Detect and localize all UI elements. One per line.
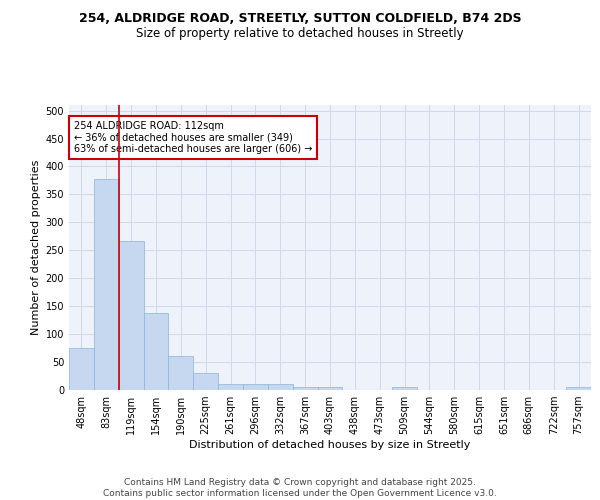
Text: 254, ALDRIDGE ROAD, STREETLY, SUTTON COLDFIELD, B74 2DS: 254, ALDRIDGE ROAD, STREETLY, SUTTON COL… — [79, 12, 521, 26]
Bar — [169, 356, 193, 390]
Text: Contains HM Land Registry data © Crown copyright and database right 2025.
Contai: Contains HM Land Registry data © Crown c… — [103, 478, 497, 498]
Bar — [268, 384, 293, 390]
Bar — [193, 373, 218, 390]
Text: 254 ALDRIDGE ROAD: 112sqm
← 36% of detached houses are smaller (349)
63% of semi: 254 ALDRIDGE ROAD: 112sqm ← 36% of detac… — [74, 120, 313, 154]
Bar — [566, 387, 591, 390]
Bar — [293, 387, 317, 390]
Text: Size of property relative to detached houses in Streetly: Size of property relative to detached ho… — [136, 28, 464, 40]
Bar — [143, 314, 169, 390]
X-axis label: Distribution of detached houses by size in Streetly: Distribution of detached houses by size … — [190, 440, 470, 450]
Bar — [69, 348, 94, 390]
Bar — [94, 179, 119, 390]
Bar — [317, 387, 343, 390]
Y-axis label: Number of detached properties: Number of detached properties — [31, 160, 41, 335]
Bar — [392, 387, 417, 390]
Bar — [119, 241, 143, 390]
Bar — [243, 384, 268, 390]
Bar — [218, 384, 243, 390]
